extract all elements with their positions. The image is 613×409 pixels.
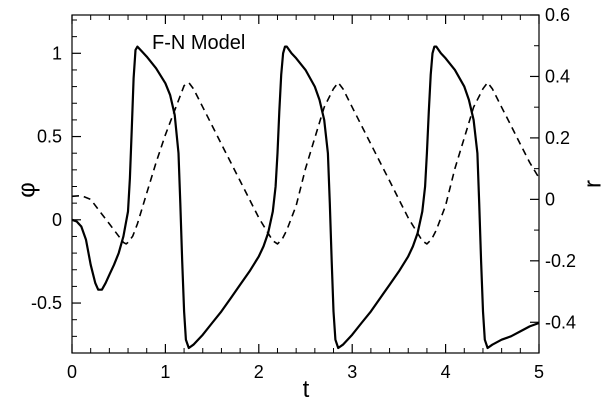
- y-right-tick-label: 0.2: [545, 128, 570, 148]
- y-right-tick-label: -0.2: [545, 251, 576, 271]
- y-right-tick-label: 0.4: [545, 66, 570, 86]
- x-tick-label: 4: [441, 362, 451, 382]
- series-phi-solid-line: [71, 45, 540, 350]
- tick-layer: 0 1 2 3 4 5 -0.5 0 0.5 1 -0.4 -0.2 0 0.2 0.4 0.6: [31, 5, 576, 382]
- y-left-tick-label: 0: [52, 210, 62, 230]
- y-right-tick-label: 0: [545, 189, 555, 209]
- y-right-tick-label: 0.6: [545, 5, 570, 25]
- series-layer: [71, 45, 540, 350]
- x-tick-label: 0: [67, 362, 77, 382]
- x-tick-label: 2: [254, 362, 264, 382]
- x-tick-label: 5: [534, 362, 544, 382]
- series-r-dashed-line: [71, 81, 540, 245]
- chart-title: F-N Model: [152, 32, 245, 54]
- right-axis-title: r: [579, 180, 606, 188]
- x-tick-label: 3: [347, 362, 357, 382]
- x-axis-title: t: [303, 376, 310, 403]
- y-left-tick-label: 1: [52, 43, 62, 63]
- x-tick-label: 1: [160, 362, 170, 382]
- plot-frame: [71, 14, 540, 354]
- y-right-tick-label: -0.4: [545, 312, 576, 332]
- left-axis-title: φ: [13, 182, 40, 198]
- y-left-tick-label: -0.5: [31, 293, 62, 313]
- y-left-tick-label: 0.5: [37, 127, 62, 147]
